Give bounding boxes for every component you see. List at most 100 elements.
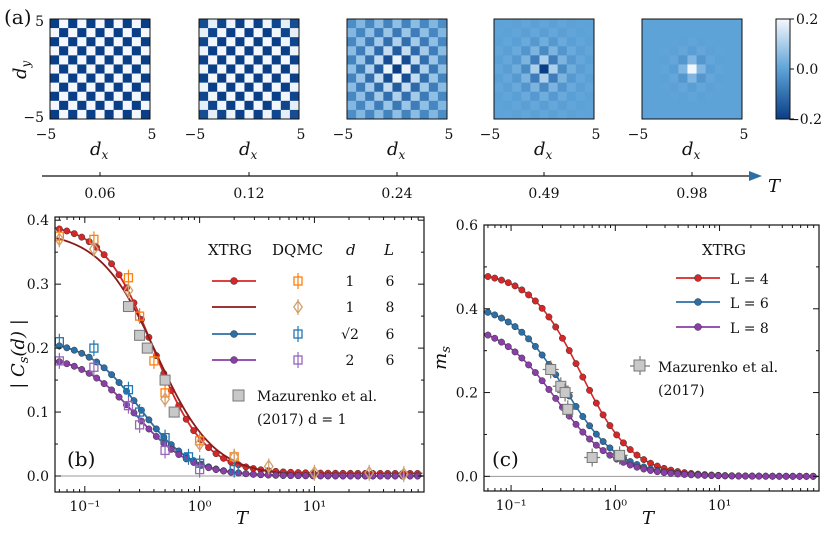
heatmap-cell <box>584 55 595 65</box>
heatmap-cell <box>696 109 707 120</box>
heatmap-cell <box>660 82 670 93</box>
heatmap-cell <box>723 73 734 84</box>
heatmap-cell <box>437 91 448 102</box>
heatmap-cell <box>732 37 743 47</box>
heatmap-cell <box>723 82 734 93</box>
heatmap-cell <box>437 46 448 56</box>
heatmap-cell <box>401 19 412 29</box>
legend-dqmc-marker <box>293 355 303 365</box>
heatmap-cell <box>356 55 366 65</box>
heatmap-cell <box>723 55 734 65</box>
y-tick-label: 0.3 <box>27 277 49 293</box>
series-point <box>667 469 675 477</box>
heatmap-cell <box>584 100 595 111</box>
xtrg-point-d1L6 <box>100 251 108 259</box>
heatmap-cell <box>113 19 124 29</box>
series-point <box>525 335 533 343</box>
heatmap-cell <box>705 91 716 102</box>
heatmap-cell <box>199 19 209 29</box>
heatmap-cell <box>428 37 439 47</box>
heatmap-cell <box>140 37 151 47</box>
heatmap-cell <box>68 64 78 74</box>
heatmap-cell <box>584 109 595 120</box>
heatmap-cell <box>705 64 716 74</box>
heatmap-cell <box>68 73 78 84</box>
series-point <box>579 428 587 436</box>
heatmap-cell <box>244 37 254 47</box>
heatmap-cell <box>575 109 586 120</box>
heatmap-cell <box>50 100 60 111</box>
heatmap-cell <box>280 109 291 120</box>
xtrg-point-d2L6 <box>108 386 116 394</box>
heatmap-cell <box>494 91 504 102</box>
series-point <box>484 331 492 339</box>
heatmap-cell <box>521 37 531 47</box>
heatmap-cell <box>696 28 707 38</box>
heatmap-cell <box>669 73 679 84</box>
heatmap-cell <box>705 37 716 47</box>
heatmap-cell <box>104 28 115 38</box>
heatmap-cell <box>437 82 448 93</box>
heatmap-cell <box>419 37 430 47</box>
xtrg-point-d2L6 <box>324 472 332 480</box>
heatmap-xlabel: dx <box>534 139 553 162</box>
heatmap-cell <box>374 37 384 47</box>
heatmap-cell <box>383 37 393 47</box>
heatmap-cell <box>401 64 412 74</box>
heatmap-cell <box>660 73 670 84</box>
heatmap-cell <box>113 28 124 38</box>
heatmap-cell <box>419 28 430 38</box>
heatmap-cell <box>68 46 78 56</box>
heatmap-cell <box>226 55 236 65</box>
heatmap-cell <box>669 46 679 56</box>
series-point <box>633 463 641 471</box>
heatmap-cell <box>539 46 549 56</box>
series-point <box>802 472 810 480</box>
heatmap-cell <box>226 91 236 102</box>
reference-point <box>545 364 557 376</box>
heatmap-cell <box>539 37 549 47</box>
heatmap-cell <box>113 37 124 47</box>
heatmap-cell <box>575 64 586 74</box>
heatmap-cell <box>356 109 366 120</box>
xtrg-point-sqrt2L6 <box>108 371 116 379</box>
reference-point <box>134 329 146 341</box>
xtrg-point-d1L6 <box>63 227 71 235</box>
xtrg-point-d2L6 <box>175 451 183 458</box>
heatmap-cell <box>678 55 688 65</box>
heatmap-cell <box>410 82 421 93</box>
legend-reference-marker <box>232 389 245 402</box>
heatmap-cell <box>280 19 291 29</box>
xtrg-point-sqrt2L6 <box>78 349 86 357</box>
heatmap-cell <box>347 46 357 56</box>
heatmap-cell <box>365 28 375 38</box>
xtrg-point-d2L6 <box>227 468 235 476</box>
heatmap-cell <box>723 46 734 56</box>
heatmap-cell <box>557 46 568 56</box>
heatmap-cell <box>566 28 577 38</box>
heatmap-cell <box>289 82 300 93</box>
heatmap-cell <box>410 37 421 47</box>
series-point <box>579 373 587 381</box>
temperature-tick-label: 0.24 <box>381 186 412 202</box>
heatmap-cell <box>678 100 688 111</box>
heatmap-cell <box>86 64 96 74</box>
heatmap-cell <box>392 37 402 47</box>
heatmap-cell <box>660 64 670 74</box>
heatmap-cell <box>696 82 707 93</box>
heatmap-cell <box>410 91 421 102</box>
panel-b-axes: 10⁻¹ 10⁰ 10¹ 0.0 0.1 0.2 0.3 0.4 <box>27 213 425 515</box>
xtrg-point-d2L6 <box>100 380 108 388</box>
heatmap-cell <box>217 55 227 65</box>
heatmap-cell <box>660 55 670 65</box>
heatmap-cell <box>428 91 439 102</box>
heatmap-cell <box>131 91 142 102</box>
heatmap-cell <box>50 37 60 47</box>
heatmap-cell <box>530 28 540 38</box>
heatmap-cell <box>383 109 393 120</box>
heatmap-cell <box>289 28 300 38</box>
heatmap-cell <box>651 37 661 47</box>
heatmap-cell <box>392 109 402 120</box>
heatmap-cell <box>365 64 375 74</box>
heatmap-cell <box>512 64 522 74</box>
